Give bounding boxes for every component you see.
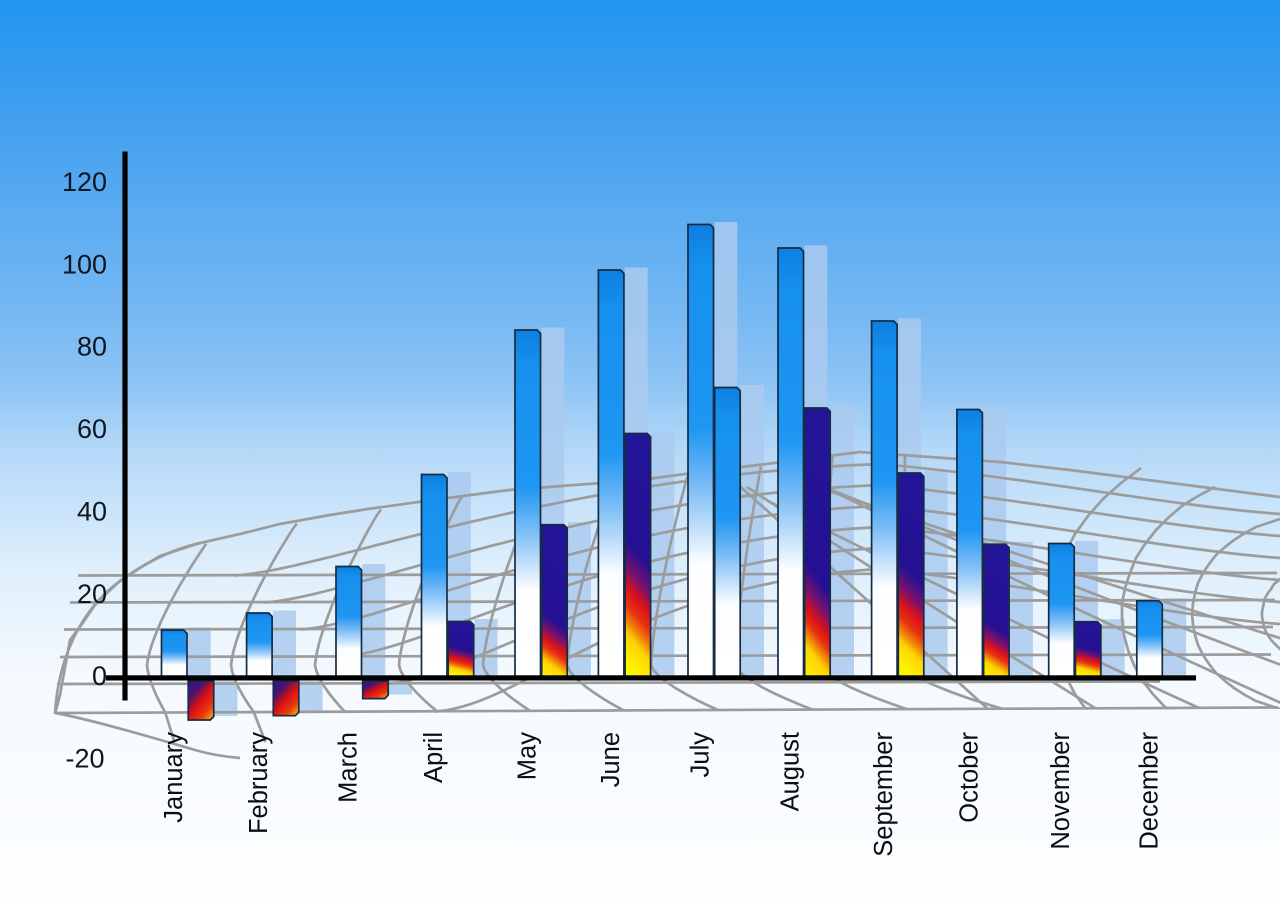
svg-text:December: December — [1135, 732, 1163, 850]
svg-text:September: September — [870, 732, 898, 857]
svg-text:November: November — [1047, 732, 1075, 850]
svg-text:May: May — [514, 732, 542, 780]
svg-text:July: July — [687, 732, 715, 778]
svg-text:0: 0 — [92, 661, 107, 691]
svg-text:60: 60 — [77, 414, 107, 444]
svg-text:February: February — [245, 732, 273, 834]
svg-text:January: January — [160, 732, 188, 823]
svg-text:40: 40 — [77, 496, 107, 526]
svg-text:April: April — [420, 732, 448, 783]
svg-text:80: 80 — [77, 332, 107, 362]
svg-text:August: August — [777, 732, 805, 811]
svg-text:October: October — [955, 732, 983, 823]
svg-text:March: March — [335, 732, 363, 803]
svg-text:June: June — [597, 732, 625, 787]
svg-text:-20: -20 — [65, 744, 104, 774]
svg-text:120: 120 — [62, 167, 107, 197]
svg-text:20: 20 — [77, 579, 107, 609]
svg-text:100: 100 — [62, 249, 107, 279]
